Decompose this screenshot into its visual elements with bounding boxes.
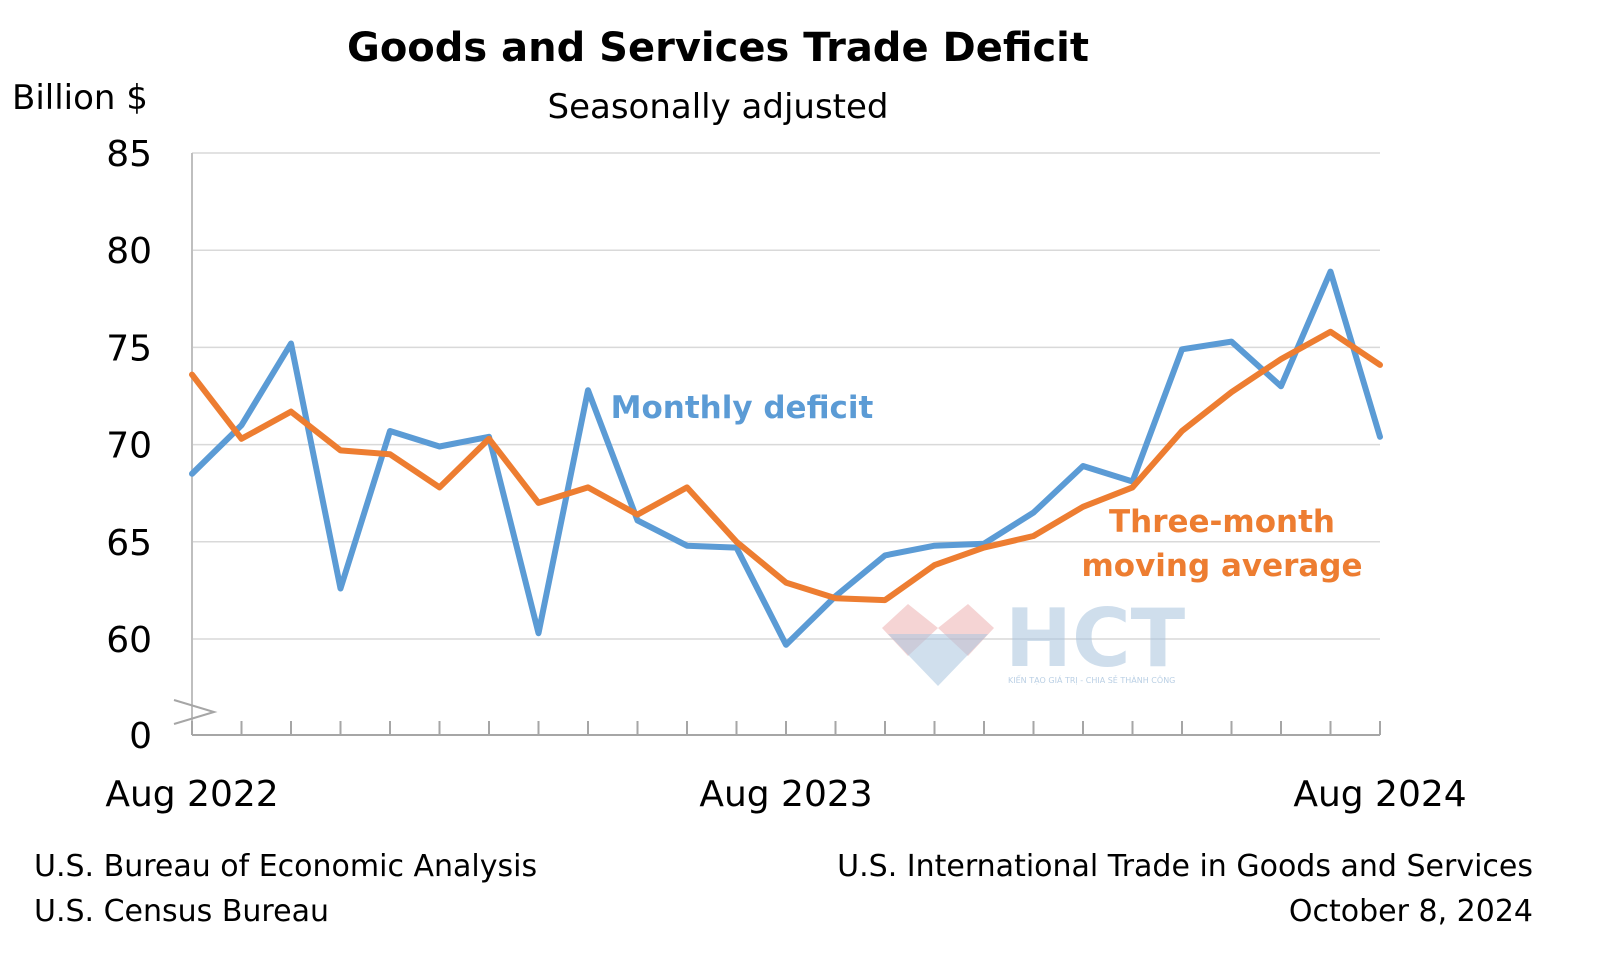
x-tick-label: Aug 2023	[699, 774, 872, 815]
series-line-monthly-deficit	[189, 268, 1383, 648]
footer-report-title: U.S. International Trade in Goods and Se…	[837, 849, 1533, 884]
chart-subtitle: Seasonally adjusted	[547, 87, 888, 127]
x-tick-label: Aug 2022	[105, 774, 278, 815]
series-lines	[189, 268, 1383, 648]
watermark-tagline: KIẾN TẠO GIÁ TRỊ - CHIA SẺ THÀNH CÔNG	[1008, 674, 1175, 686]
y-tick-label-65: 65	[106, 523, 152, 564]
series-label-monthly-deficit: Monthly deficit	[611, 390, 874, 426]
x-tick-labels: Aug 2022 Aug 2023 Aug 2024	[105, 774, 1466, 815]
watermark-diamond-bottom	[888, 634, 988, 686]
watermark-text: HCT	[1005, 592, 1186, 685]
y-axis-label: Billion $	[12, 78, 148, 118]
x-tick-label: Aug 2024	[1293, 774, 1466, 815]
axes	[173, 153, 1381, 736]
y-tick-label-80: 80	[106, 231, 152, 272]
chart-title: Goods and Services Trade Deficit	[347, 25, 1089, 71]
y-tick-label-break: 0	[129, 716, 152, 757]
watermark-diamond-left	[882, 604, 938, 656]
footer-source-census: U.S. Census Bureau	[34, 894, 329, 929]
series-labels: Monthly deficit Three-month moving average	[611, 390, 1363, 584]
series-label-moving-average-line2: moving average	[1081, 548, 1362, 584]
footer-report-date: October 8, 2024	[1289, 894, 1533, 929]
y-tick-label-75: 75	[106, 328, 152, 369]
y-tick-label-70: 70	[106, 426, 152, 467]
footer-source-bea: U.S. Bureau of Economic Analysis	[34, 849, 537, 884]
y-tick-labels: 60 65 70 75 80 85 0	[106, 134, 152, 757]
y-tick-label-60: 60	[106, 620, 152, 661]
gridlines	[192, 152, 1380, 640]
series-label-moving-average-line1: Three-month	[1109, 504, 1335, 540]
axis-break-mark	[173, 699, 218, 725]
watermark-diamond-right	[938, 604, 994, 656]
y-tick-label-85: 85	[106, 134, 152, 175]
